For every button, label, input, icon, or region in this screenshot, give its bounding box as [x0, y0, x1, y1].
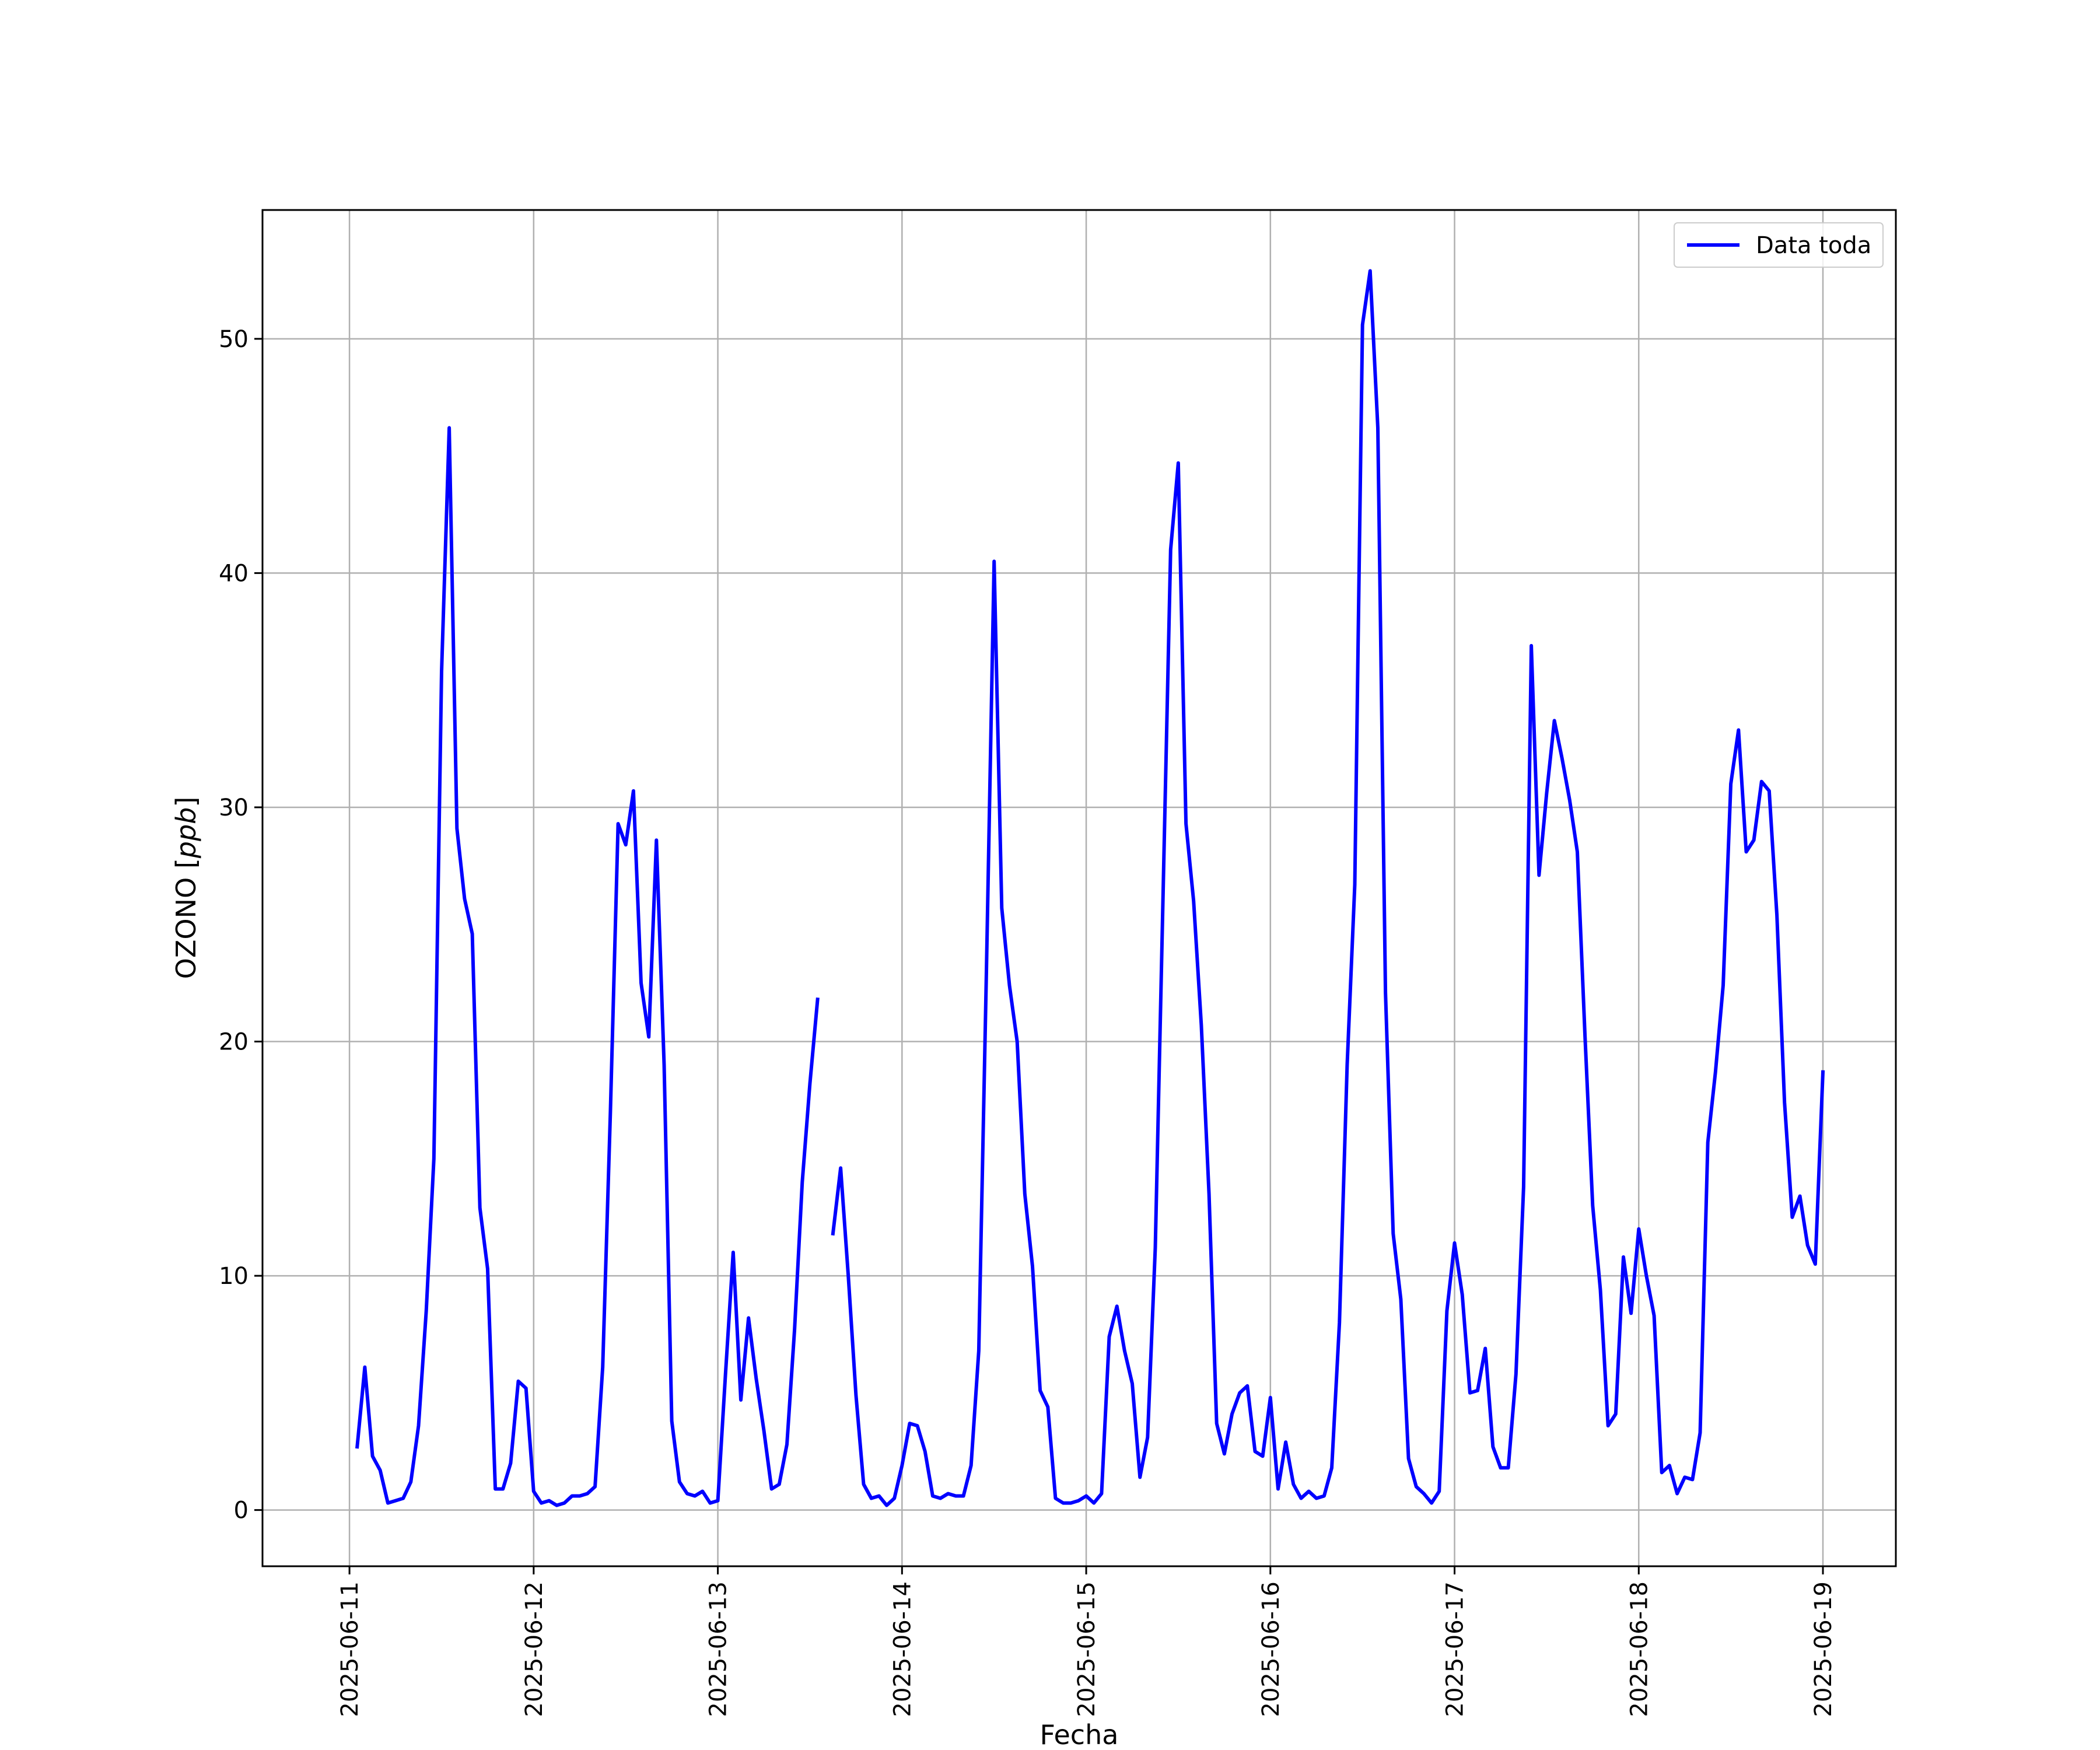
x-tick-label: 2025-06-11 [337, 1581, 363, 1717]
y-tick-label: 20 [219, 1029, 249, 1056]
y-tick-label: 10 [219, 1263, 249, 1290]
y-axis-label-unit: ppb [170, 807, 202, 859]
axis-ticks: 0 10 20 30 40 50 2025-06-11 2025-06-12 2025-06-1… [219, 326, 1837, 1717]
x-tick-label: 2025-06-19 [1810, 1581, 1837, 1717]
series-line-data-toda [831, 269, 1825, 1507]
x-tick-label: 2025-06-18 [1626, 1581, 1653, 1717]
y-axis-label-open-bracket: [ [170, 858, 202, 869]
x-axis-label: Fecha [1040, 1719, 1119, 1750]
y-axis-label-main: OZONO [170, 869, 202, 979]
y-tick-label: 50 [219, 326, 249, 353]
y-tick-label: 40 [219, 560, 249, 587]
plot-frame [261, 209, 1897, 1567]
x-tick-label: 2025-06-15 [1073, 1581, 1100, 1717]
x-tick-label: 2025-06-16 [1258, 1581, 1284, 1717]
y-tick-label: 0 [234, 1497, 249, 1524]
x-tick-label: 2025-06-13 [705, 1581, 732, 1717]
y-axis-label: OZONO [ppb] [170, 797, 202, 979]
y-axis-label-close-bracket: ] [170, 797, 202, 807]
x-tick-label: 2025-06-14 [889, 1581, 916, 1717]
series-layer [355, 269, 1825, 1507]
x-tick-label: 2025-06-12 [521, 1581, 548, 1717]
gridlines [262, 210, 1896, 1566]
legend-box [1674, 222, 1884, 268]
legend-label-data-toda: Data toda [1756, 232, 1871, 259]
legend: Data toda [1674, 222, 1884, 268]
series-line-data-toda [355, 426, 820, 1507]
y-tick-label: 30 [219, 794, 249, 821]
x-tick-label: 2025-06-17 [1442, 1581, 1469, 1717]
